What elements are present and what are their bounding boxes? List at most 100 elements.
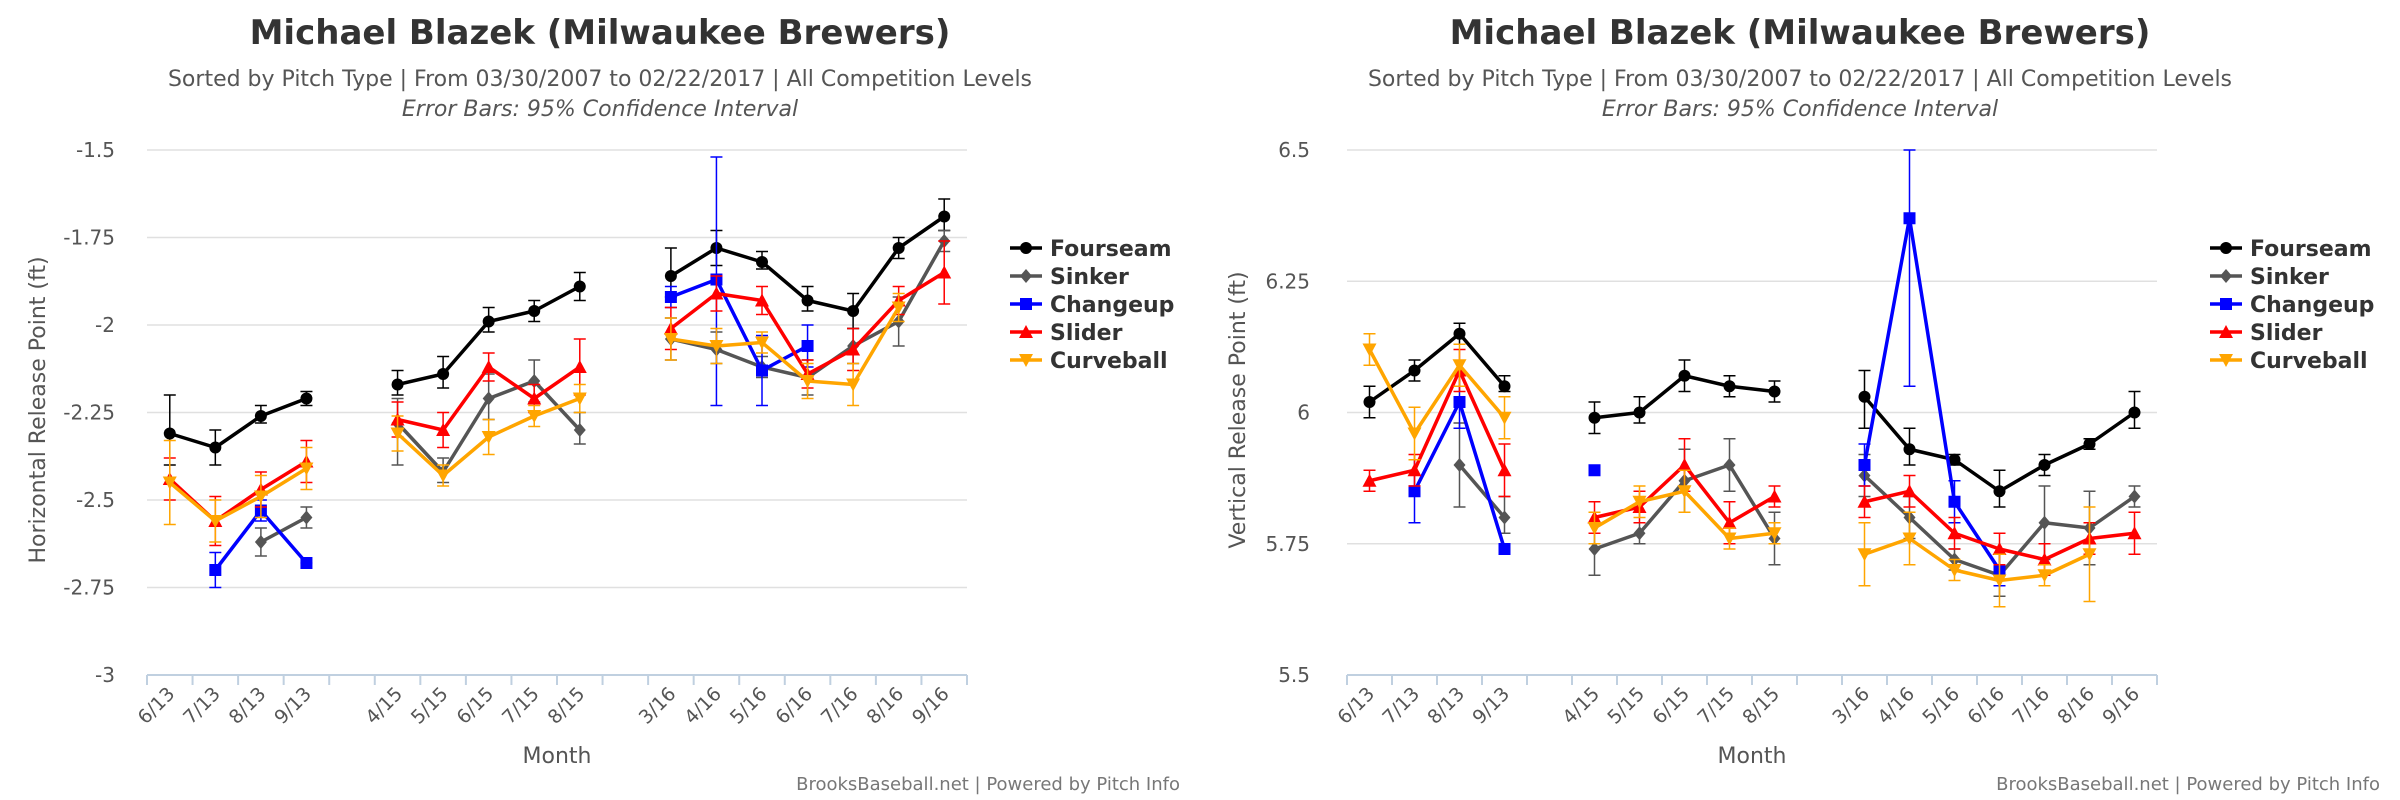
data-point — [481, 360, 496, 373]
y-tick-label: -2.25 — [63, 401, 115, 425]
x-tick-label: 5/15 — [407, 683, 453, 729]
error-bar — [1903, 149, 1916, 387]
chart-legend: Fourseam Sinker Changeup Slider Curveball — [2210, 237, 2374, 374]
data-point — [1497, 411, 1512, 425]
chart-subtitle: Sorted by Pitch Type | From 03/30/2007 t… — [1368, 67, 2232, 92]
legend-item-changeup[interactable]: Changeup — [2210, 293, 2374, 318]
data-point — [254, 535, 267, 549]
data-point — [1498, 543, 1511, 555]
data-point — [1588, 464, 1601, 477]
x-tick-label: 9/16 — [908, 683, 954, 729]
data-point — [1723, 380, 1736, 393]
data-point — [2037, 552, 2052, 566]
legend-item-slider[interactable]: Slider — [2210, 321, 2323, 346]
legend-marker — [2219, 354, 2233, 367]
x-tick-label: 7/16 — [2008, 683, 2054, 729]
chart-subtitle: Sorted by Pitch Type | From 03/30/2007 t… — [168, 67, 1032, 92]
y-tick-label: -2.75 — [63, 576, 115, 600]
legend-label: Fourseam — [1050, 237, 1172, 262]
series-line — [1862, 216, 2001, 571]
series-changeup — [1408, 149, 2006, 587]
x-tick-label: 8/16 — [2053, 683, 2099, 729]
x-axis-label: Month — [523, 744, 592, 769]
data-point — [2127, 526, 2142, 540]
data-point — [1362, 473, 1377, 487]
data-point — [2082, 548, 2097, 562]
y-axis-label: Horizontal Release Point (ft) — [26, 256, 51, 563]
horizontal-release-chart: Michael Blazek (Milwaukee Brewers) Sorte… — [26, 13, 1180, 795]
data-point — [299, 462, 314, 476]
x-tick-label: 6/15 — [452, 683, 498, 729]
data-point — [208, 515, 223, 528]
data-point — [801, 294, 814, 307]
x-axis-label: Month — [1718, 744, 1787, 769]
data-point — [1992, 542, 2007, 555]
series-line — [168, 467, 308, 523]
data-point — [1722, 515, 1737, 529]
x-tick-label: 4/15 — [361, 683, 407, 729]
legend-item-fourseam[interactable]: Fourseam — [2210, 237, 2372, 262]
data-point — [664, 270, 677, 282]
legend-item-fourseam[interactable]: Fourseam — [1010, 237, 1172, 262]
data-point — [709, 340, 724, 353]
data-point — [572, 392, 587, 406]
data-point — [1947, 564, 1962, 577]
chart-title: Michael Blazek (Milwaukee Brewers) — [250, 13, 951, 53]
x-tick-label: 7/13 — [1378, 683, 1424, 729]
legend-item-curveball[interactable]: Curveball — [1010, 349, 1168, 374]
legend-label: Changeup — [1050, 293, 1174, 318]
data-point — [528, 305, 541, 317]
legend-label: Curveball — [1050, 349, 1168, 374]
data-point — [2083, 438, 2096, 450]
x-tick-label: 7/15 — [498, 683, 544, 729]
legend-item-changeup[interactable]: Changeup — [1010, 293, 1174, 318]
data-point — [1497, 463, 1512, 477]
data-point — [300, 557, 313, 569]
data-point — [390, 427, 405, 441]
x-tick-label: 6/15 — [1648, 683, 1694, 729]
series-sinker — [1453, 422, 2141, 597]
data-point — [800, 375, 815, 388]
data-point — [163, 427, 176, 440]
series-line — [1863, 536, 2091, 583]
series-line — [169, 396, 308, 450]
legend-item-sinker[interactable]: Sinker — [1010, 265, 1129, 290]
data-point — [1768, 385, 1781, 398]
y-tick-label: -1.5 — [76, 138, 115, 162]
data-point — [2128, 406, 2141, 419]
chart-title: Michael Blazek (Milwaukee Brewers) — [1450, 13, 2151, 53]
series-curveball — [1362, 333, 2097, 608]
data-point — [1947, 526, 1962, 540]
data-point — [1453, 327, 1466, 340]
y-axis-label: Vertical Release Point (ft) — [1226, 271, 1251, 548]
data-point — [1857, 548, 1872, 562]
x-tick-label: 4/16 — [680, 683, 726, 729]
data-point — [1767, 527, 1782, 541]
data-point — [664, 291, 677, 303]
data-point — [1407, 427, 1422, 441]
data-point — [1407, 463, 1422, 477]
chart-note: Error Bars: 95% Confidence Interval — [402, 97, 798, 122]
series-line — [168, 460, 308, 523]
data-point — [1902, 484, 1917, 498]
data-point — [892, 242, 905, 254]
data-point — [1903, 212, 1916, 225]
y-tick-label: -2 — [95, 313, 115, 337]
x-tick-label: 3/16 — [1828, 683, 1874, 729]
data-point — [1588, 542, 1601, 556]
data-point — [437, 368, 450, 380]
legend-item-slider[interactable]: Slider — [1010, 321, 1123, 346]
data-point — [482, 315, 495, 328]
legend-label: Slider — [1050, 321, 1123, 346]
legend-item-sinker[interactable]: Sinker — [2210, 265, 2329, 290]
data-point — [1453, 458, 1466, 472]
legend-marker — [1020, 242, 1032, 254]
data-point — [846, 342, 861, 356]
data-point — [938, 210, 951, 223]
data-point — [481, 431, 496, 444]
data-point — [847, 305, 860, 317]
series-line — [1368, 332, 1506, 404]
data-point — [1408, 364, 1421, 377]
x-tick-label: 9/16 — [2098, 683, 2144, 729]
legend-item-curveball[interactable]: Curveball — [2210, 349, 2368, 374]
